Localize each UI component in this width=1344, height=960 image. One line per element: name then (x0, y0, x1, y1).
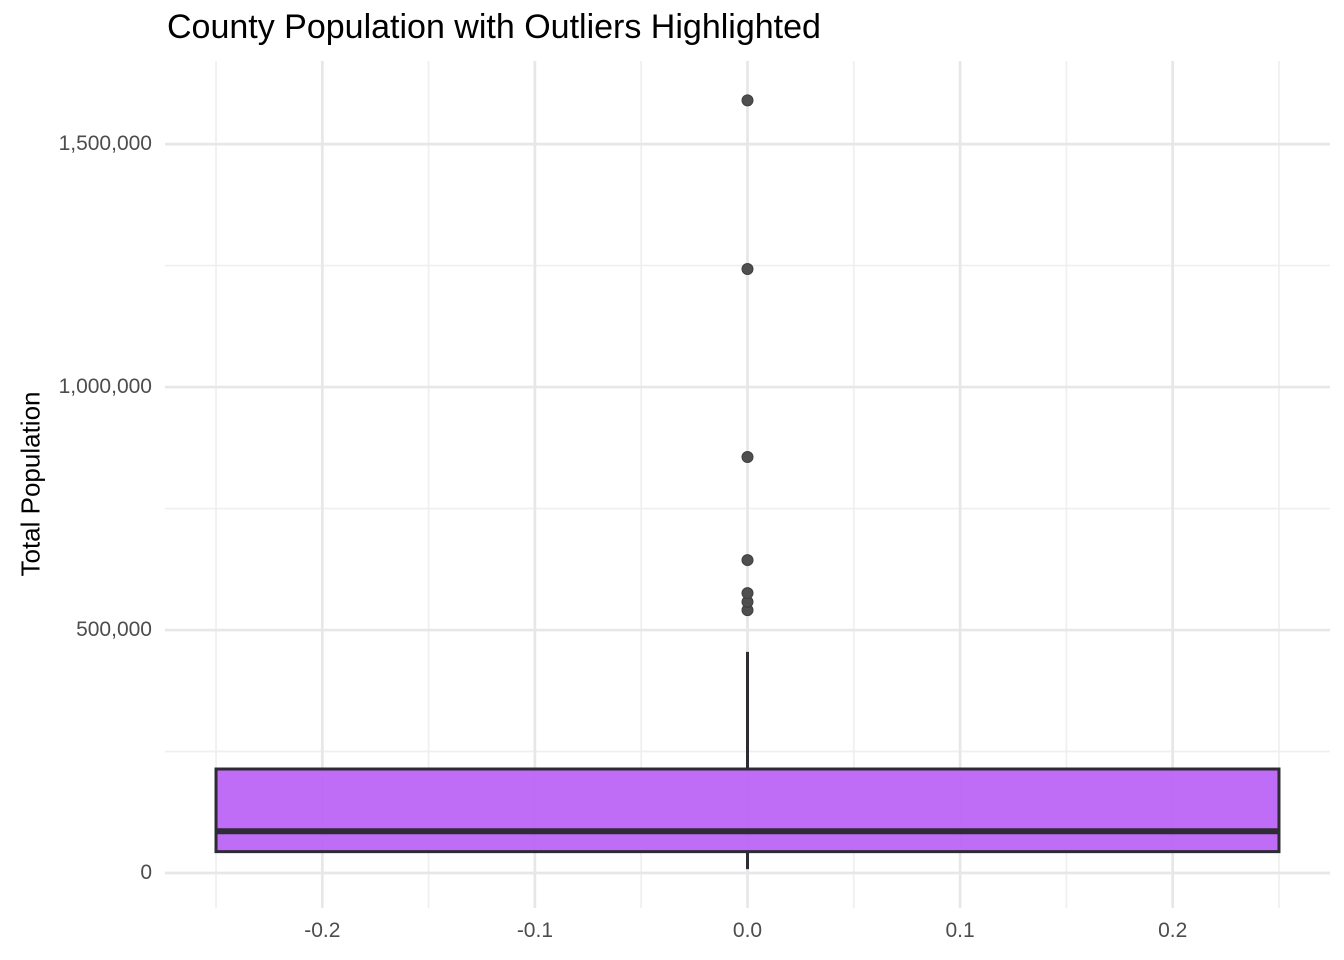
y-axis-title: Total Population (15, 391, 46, 577)
chart-title: County Population with Outliers Highligh… (167, 8, 821, 46)
plot-panel (165, 61, 1330, 908)
y-tick-label: 1,000,000 (58, 375, 152, 399)
y-tick-label: 500,000 (76, 618, 152, 642)
box-rect (214, 767, 1281, 854)
outlier-point (741, 262, 754, 275)
outlier-point (741, 587, 754, 600)
y-tick-label: 0 (140, 861, 152, 884)
outlier-point (741, 94, 754, 107)
y-tick-label: 1,500,000 (58, 132, 152, 156)
x-tick-label: 0.1 (945, 919, 975, 942)
x-tick-label: 0.0 (732, 919, 763, 942)
x-tick-label: 0.2 (1158, 919, 1188, 942)
outlier-point (741, 451, 754, 464)
x-tick-label: -0.2 (304, 919, 341, 942)
x-tick-label: -0.1 (516, 919, 553, 942)
boxplot-canvas (165, 61, 1330, 908)
outlier-point (741, 554, 754, 567)
